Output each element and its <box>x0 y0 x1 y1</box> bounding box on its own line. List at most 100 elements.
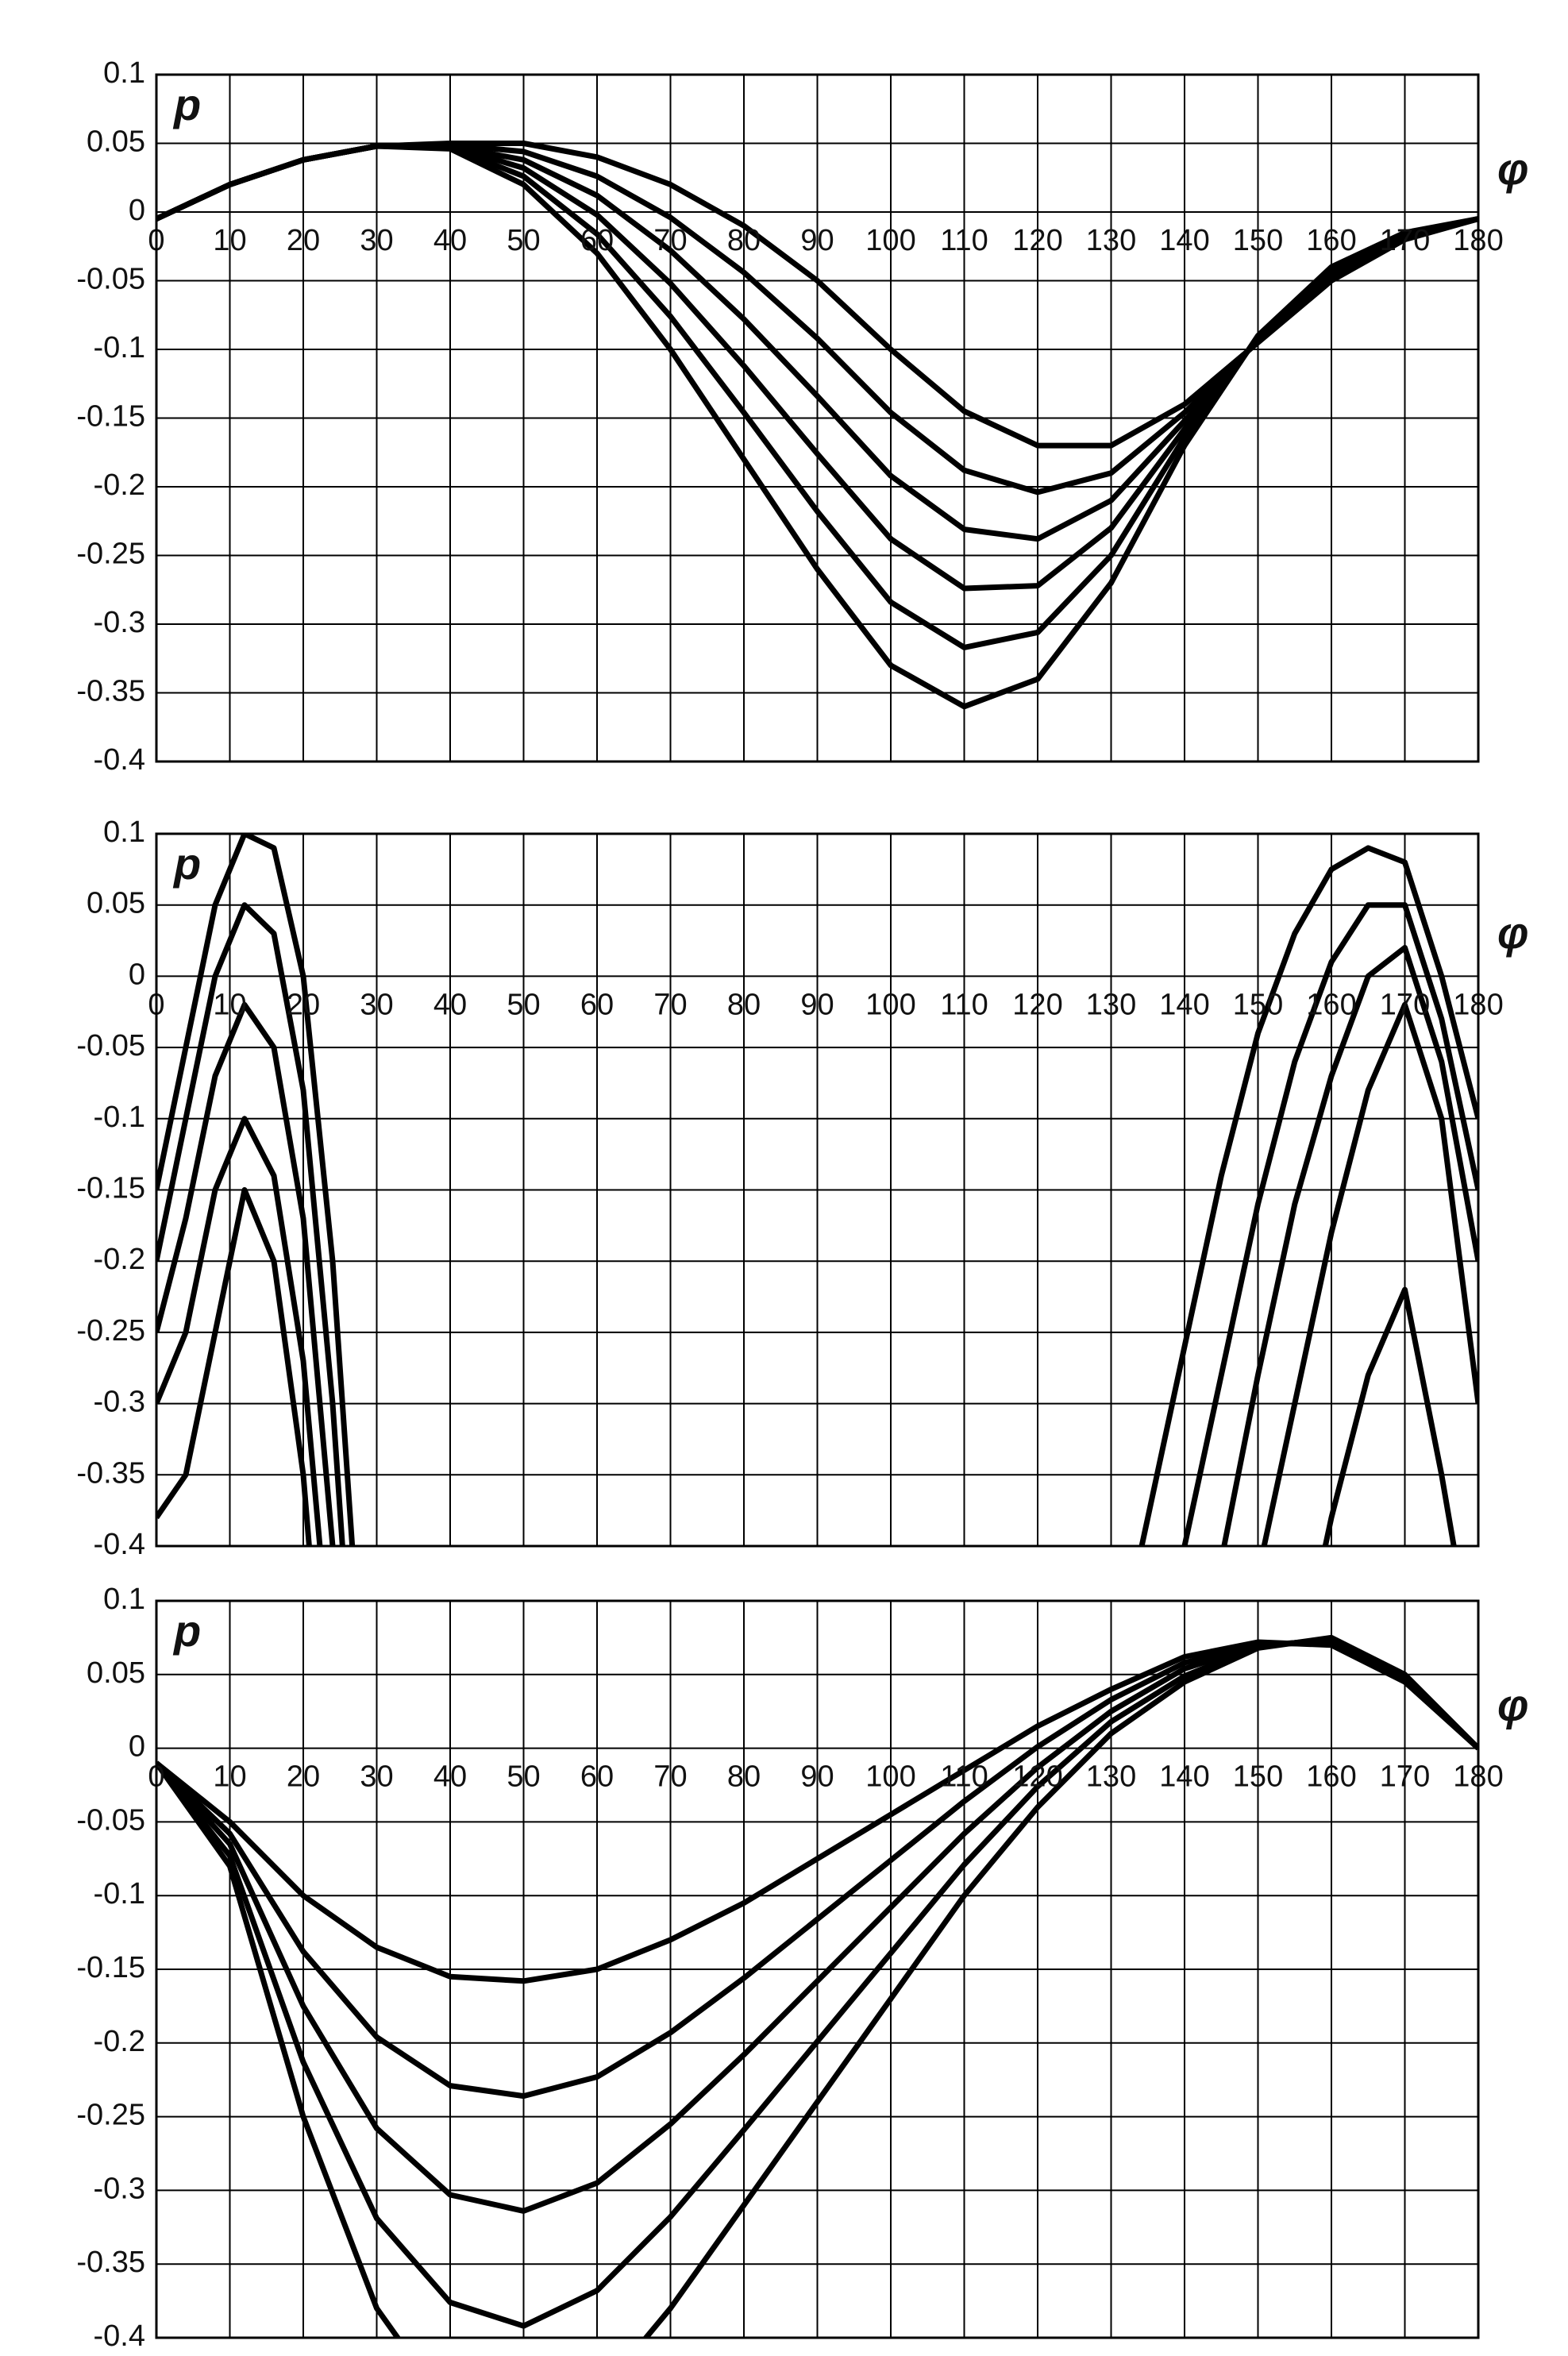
plot-border <box>155 1599 1480 2339</box>
y-tick-label: -0.3 <box>94 606 145 639</box>
panel: 0.1 0.05 0 -0.05 -0.1 -0.15 -0.2 -0.25 -0.3 -0.35… <box>76 1583 1528 2353</box>
x-tick-label: 80 <box>727 1760 761 1794</box>
series-line <box>156 1634 1478 2338</box>
x-tick-label: 60 <box>580 1760 614 1794</box>
x-tick-label: 120 <box>1012 1760 1062 1794</box>
series-line <box>156 143 1478 710</box>
y-tick-label: 0 <box>129 194 145 227</box>
series-line <box>156 902 1478 1546</box>
y-tick-label: 0.05 <box>87 125 145 159</box>
x-tick-label: 170 <box>1380 988 1430 1021</box>
x-tick-label: 130 <box>1086 224 1136 257</box>
y-tick-label: 0.1 <box>103 56 145 90</box>
x-tick-label: 80 <box>727 988 761 1021</box>
y-tick-label: 0.05 <box>87 1656 145 1690</box>
x-tick-label: 10 <box>213 988 246 1021</box>
x-tick-label: 10 <box>213 1760 246 1794</box>
panel: 0.1 0.05 0 -0.05 -0.1 -0.15 -0.2 -0.25 -0.3 -0.35… <box>76 816 1528 1561</box>
x-tick-label: 50 <box>507 988 540 1021</box>
y-tick-label: -0.3 <box>94 2172 145 2205</box>
y-axis-label: p <box>172 839 201 889</box>
x-tick-label: 20 <box>287 224 320 257</box>
y-tick-label: -0.35 <box>76 2246 145 2279</box>
series-group <box>156 1634 1478 2338</box>
y-tick-label: -0.4 <box>94 2319 145 2352</box>
y-axis-label: p <box>172 1606 201 1656</box>
plot-border <box>155 73 1480 763</box>
y-tick-label: 0.1 <box>103 1583 145 1616</box>
series-line <box>156 1187 1457 1546</box>
x-tick-label: 120 <box>1012 224 1062 257</box>
x-tick-label: 30 <box>360 988 393 1021</box>
x-tick-label: 160 <box>1306 224 1356 257</box>
x-tick-label: 110 <box>940 1760 988 1794</box>
x-tick-label: 160 <box>1306 988 1356 1021</box>
plot-border <box>155 832 1480 1548</box>
x-tick-label: 150 <box>1233 224 1283 257</box>
x-tick-label: 70 <box>653 224 687 257</box>
x-tick-label: 40 <box>433 224 467 257</box>
y-tick-label: -0.3 <box>94 1386 145 1419</box>
y-tick-label: 0 <box>129 1730 145 1764</box>
x-tick-label: 20 <box>287 988 320 1021</box>
series-line <box>156 945 1478 1546</box>
series-group <box>156 834 1478 1546</box>
y-tick-label: -0.2 <box>94 1243 145 1276</box>
x-tick-label: 10 <box>213 224 246 257</box>
series-line <box>156 834 1478 1546</box>
y-tick-label: -0.15 <box>76 1951 145 1984</box>
y-tick-label: 0.1 <box>103 816 145 849</box>
series-group <box>156 141 1478 710</box>
y-tick-label: -0.15 <box>76 1172 145 1205</box>
x-tick-label: 120 <box>1012 988 1062 1021</box>
x-tick-label: 130 <box>1086 1760 1136 1794</box>
series-line <box>156 1001 1478 1546</box>
y-tick-label: -0.35 <box>76 675 145 708</box>
x-tick-label: 140 <box>1159 1760 1209 1794</box>
x-tick-label: 100 <box>865 1760 915 1794</box>
x-tick-label: 150 <box>1233 988 1283 1021</box>
panel: 0.1 0.05 0 -0.05 -0.1 -0.15 -0.2 -0.25 -0.3 -0.35… <box>76 56 1528 777</box>
x-tick-label: 100 <box>865 988 915 1021</box>
x-tick-label: 30 <box>360 1760 393 1794</box>
y-tick-label: 0 <box>129 958 145 991</box>
x-tick-label: 140 <box>1159 988 1209 1021</box>
y-tick-label: -0.05 <box>76 1803 145 1837</box>
x-axis-label: φ <box>1497 1679 1528 1729</box>
y-tick-label: -0.15 <box>76 400 145 434</box>
x-tick-label: 170 <box>1380 224 1430 257</box>
x-tick-label: 110 <box>940 224 988 257</box>
x-tick-label: 130 <box>1086 988 1136 1021</box>
x-tick-label: 80 <box>727 224 761 257</box>
y-tick-label: -0.25 <box>76 2099 145 2132</box>
x-tick-label: 110 <box>940 988 988 1021</box>
x-tick-label: 50 <box>507 224 540 257</box>
x-tick-label: 90 <box>800 988 834 1021</box>
x-tick-label: 30 <box>360 224 393 257</box>
x-tick-label: 70 <box>653 1760 687 1794</box>
x-tick-label: 40 <box>433 988 467 1021</box>
x-tick-label: 60 <box>580 224 614 257</box>
x-tick-label: 90 <box>800 224 834 257</box>
x-tick-label: 70 <box>653 988 687 1021</box>
y-tick-label: -0.1 <box>94 331 145 364</box>
x-axis-label: φ <box>1497 144 1528 194</box>
y-tick-label: -0.05 <box>76 1029 145 1062</box>
y-tick-label: -0.1 <box>94 1101 145 1134</box>
y-tick-label: -0.05 <box>76 263 145 296</box>
x-tick-label: 160 <box>1306 1760 1356 1794</box>
y-tick-label: -0.25 <box>76 1314 145 1348</box>
y-tick-label: -0.2 <box>94 469 145 502</box>
y-axis-label: p <box>172 79 201 129</box>
x-tick-label: 170 <box>1380 1760 1430 1794</box>
y-tick-label: -0.4 <box>94 1528 145 1561</box>
x-axis-label: φ <box>1497 908 1528 958</box>
y-tick-label: -0.4 <box>94 743 145 777</box>
x-tick-label: 90 <box>800 1760 834 1794</box>
x-tick-label: 150 <box>1233 1760 1283 1794</box>
y-tick-label: -0.2 <box>94 2025 145 2058</box>
y-tick-label: -0.25 <box>76 538 145 571</box>
y-tick-label: -0.35 <box>76 1456 145 1490</box>
